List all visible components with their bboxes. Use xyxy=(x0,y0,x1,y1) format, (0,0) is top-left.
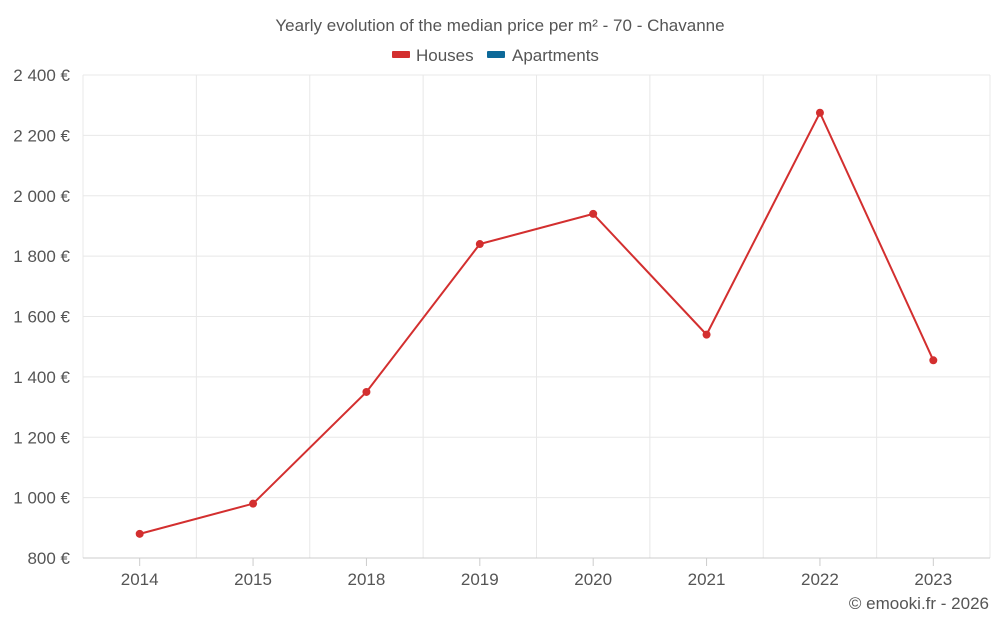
data-point[interactable] xyxy=(815,108,824,117)
legend-label-houses[interactable]: Houses xyxy=(416,46,474,65)
x-axis: 2014 2015 2018 2019 2020 2021 2022 2023 xyxy=(83,557,990,589)
data-point[interactable] xyxy=(929,356,938,365)
y-tick-label: 1 400 € xyxy=(13,368,70,387)
x-tick-label: 2018 xyxy=(348,570,386,589)
y-tick-label: 1 000 € xyxy=(13,489,70,508)
y-axis: 800 € 1 000 € 1 200 € 1 400 € 1 600 € 1 800 €… xyxy=(13,66,70,568)
x-tick-label: 2015 xyxy=(234,570,272,589)
data-point[interactable] xyxy=(589,209,598,218)
x-tick-label: 2020 xyxy=(574,570,612,589)
x-tick-label: 2019 xyxy=(461,570,499,589)
credit-text: © emooki.fr - 2026 xyxy=(849,594,989,613)
x-tick-label: 2023 xyxy=(914,570,952,589)
y-tick-label: 1 800 € xyxy=(13,247,70,266)
y-tick-label: 1 600 € xyxy=(13,308,70,327)
data-point[interactable] xyxy=(702,330,711,339)
y-tick-label: 2 200 € xyxy=(13,126,70,145)
legend-swatch-houses[interactable] xyxy=(392,51,410,58)
legend[interactable]: Houses Apartments xyxy=(392,46,599,65)
x-tick-label: 2021 xyxy=(688,570,726,589)
series-layer xyxy=(135,108,938,538)
data-point[interactable] xyxy=(135,529,144,538)
grid xyxy=(82,74,991,558)
x-tick-label: 2014 xyxy=(121,570,159,589)
series-line-houses xyxy=(139,110,935,535)
data-point[interactable] xyxy=(362,387,371,396)
y-tick-label: 1 200 € xyxy=(13,428,70,447)
y-tick-label: 2 400 € xyxy=(13,66,70,85)
y-tick-label: 2 000 € xyxy=(13,187,70,206)
x-tick-label: 2022 xyxy=(801,570,839,589)
legend-label-apartments[interactable]: Apartments xyxy=(512,46,599,65)
y-tick-label: 800 € xyxy=(27,549,70,568)
legend-swatch-apartments[interactable] xyxy=(487,51,505,58)
data-point[interactable] xyxy=(249,499,258,508)
chart-title: Yearly evolution of the median price per… xyxy=(275,16,724,35)
data-point[interactable] xyxy=(475,240,484,249)
